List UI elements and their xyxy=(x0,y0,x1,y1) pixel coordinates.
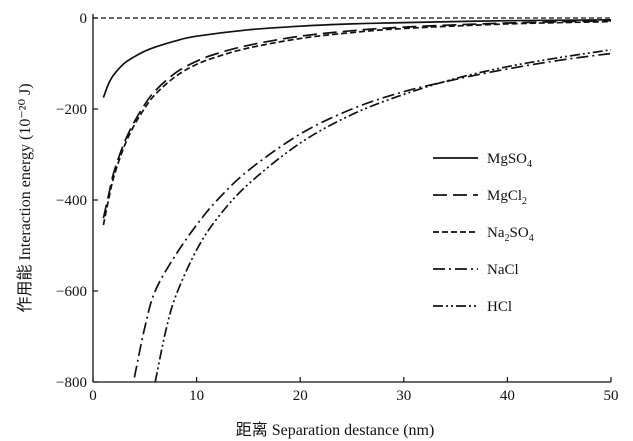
y-tick-label: 0 xyxy=(80,11,88,27)
x-tick-label: 40 xyxy=(500,388,515,404)
series-line-hcl xyxy=(154,48,611,382)
x-tick-label: 50 xyxy=(604,388,619,404)
x-tick-label: 0 xyxy=(89,388,97,404)
legend-label-subscript: 2 xyxy=(522,196,527,207)
y-tick-label: −400 xyxy=(56,193,87,209)
x-tick-label: 30 xyxy=(396,388,411,404)
y-axis-title: 作用能 Interaction energy (10⁻²⁰ J) xyxy=(16,83,34,312)
legend-label-subscript: 4 xyxy=(527,159,532,170)
legend-label-main: MgSO xyxy=(487,151,527,167)
legend-label-main: MgCl xyxy=(487,188,522,204)
y-tick-label: −600 xyxy=(56,284,87,300)
legend-label-hcl: HCl xyxy=(487,299,512,315)
x-tick-label: 10 xyxy=(189,388,204,404)
x-tick-label: 20 xyxy=(293,388,308,404)
legend-label-main: NaCl xyxy=(487,262,519,278)
x-axis-title: 距离 Separation destance (nm) xyxy=(236,421,435,439)
legend-label-mgcl2: MgCl2 xyxy=(487,188,527,207)
series-line-mgso4 xyxy=(102,18,611,98)
legend-label-subscript: 2 xyxy=(505,233,510,244)
y-tick-label: −200 xyxy=(56,102,87,118)
legend-label-na2so4: Na2SO4 xyxy=(487,225,534,244)
legend-label-nacl: NaCl xyxy=(487,262,519,278)
series-line-nacl xyxy=(133,52,611,378)
series-line-na2so4 xyxy=(102,20,611,226)
series-line-mgcl2 xyxy=(102,19,611,219)
legend-label-main: HCl xyxy=(487,299,512,315)
legend-label-main: Na xyxy=(487,225,505,241)
legend-label-mgso4: MgSO4 xyxy=(487,151,532,170)
legend-label-tail: SO xyxy=(510,225,529,241)
y-tick-label: −800 xyxy=(56,375,87,391)
legend-label-subscript: 4 xyxy=(529,233,534,244)
